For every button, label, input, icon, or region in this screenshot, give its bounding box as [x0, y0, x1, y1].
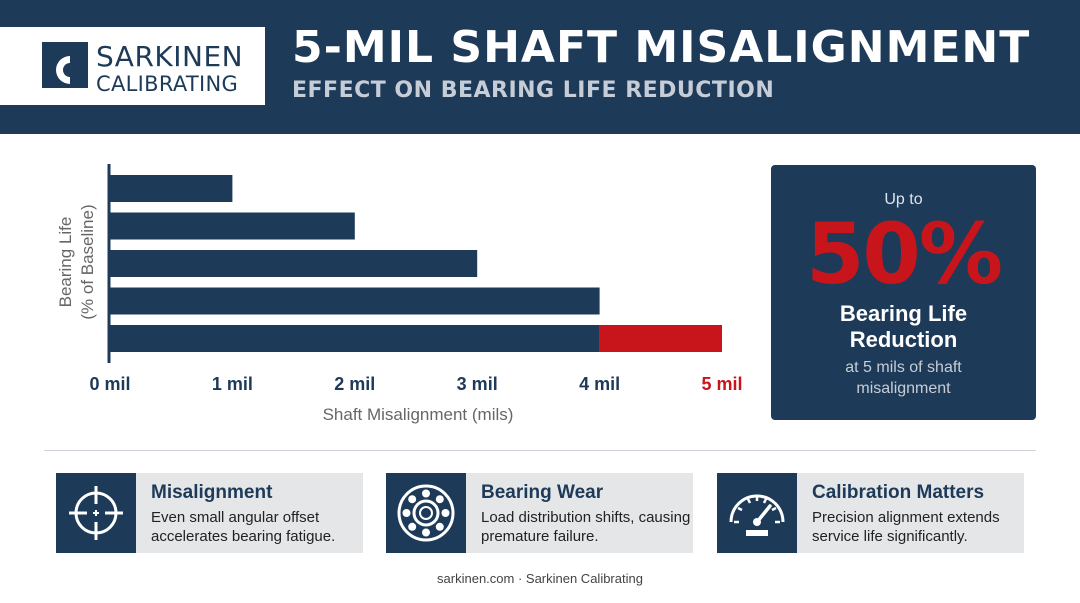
- card-calibration-matters: Calibration Matters Precision alignment …: [717, 473, 1024, 553]
- stat-subtext: at 5 mils of shaft misalignment: [845, 359, 962, 397]
- page-title: 5-MIL SHAFT MISALIGNMENT: [292, 22, 1031, 73]
- bar: [110, 325, 600, 352]
- card-text: Even small angular offset accelerates be…: [151, 509, 336, 545]
- x-tick-label: 3 mil: [457, 374, 498, 394]
- logo-text-line2: CALIBRATING: [96, 72, 239, 96]
- page-subtitle: EFFECT ON BEARING LIFE REDUCTION: [292, 78, 775, 103]
- card-title: Calibration Matters: [812, 482, 985, 503]
- card-text: Precision alignment extends service life…: [812, 509, 1000, 545]
- bar: [110, 250, 478, 277]
- divider: [44, 450, 1036, 451]
- y-axis-label: (% of Baseline): [78, 204, 97, 319]
- x-tick-label: 2 mil: [334, 374, 375, 394]
- bearing-icon: [397, 484, 455, 542]
- gauge-icon: [729, 494, 785, 536]
- bar-highlight-segment: [599, 325, 722, 352]
- stat-panel: Up to 50% Bearing Life Reduction at 5 mi…: [771, 165, 1036, 420]
- card-icon-box: [717, 473, 797, 553]
- x-tick-label: 0 mil: [89, 374, 130, 394]
- stat-value: 50%: [805, 205, 1003, 303]
- footer-text: sarkinen.com · Sarkinen Calibrating: [437, 571, 643, 586]
- x-tick-label: 1 mil: [212, 374, 253, 394]
- stat-label-line2: Reduction: [849, 327, 958, 352]
- bar: [110, 175, 233, 202]
- bar: [110, 287, 600, 315]
- stat-label: Bearing Life Reduction: [771, 301, 1036, 353]
- card-title: Misalignment: [151, 482, 273, 503]
- stat-label-line1: Bearing Life: [839, 301, 968, 326]
- x-tick-label: 5 mil: [701, 374, 742, 394]
- card-icon-box: [56, 473, 136, 553]
- card-bearing-wear: Bearing Wear Load distribution shifts, c…: [386, 473, 693, 553]
- card-title: Bearing Wear: [481, 482, 604, 503]
- x-tick-label: 4 mil: [579, 374, 620, 394]
- card-icon-box: [386, 473, 466, 553]
- y-axis-label: Bearing Life: [56, 217, 75, 308]
- crosshair-icon: [69, 486, 123, 540]
- card-text: Load distribution shifts, causing premat…: [481, 509, 691, 545]
- bar-chart: 0 mil 1 mil 2 mil 3 mil 4 mil 5 mil Shaft Misa…: [56, 164, 743, 424]
- header-banner: SARKINEN CALIBRATING 5-MIL SHAFT MISALIG…: [0, 0, 1080, 134]
- x-axis-label: Shaft Misalignment (mils): [323, 405, 514, 424]
- card-misalignment: Misalignment Even small angular offset a…: [56, 473, 363, 553]
- logo-text-line1: SARKINEN: [96, 40, 244, 73]
- bar: [110, 212, 355, 240]
- stat-prefix: Up to: [884, 191, 923, 208]
- logo-mark-icon: [42, 42, 88, 88]
